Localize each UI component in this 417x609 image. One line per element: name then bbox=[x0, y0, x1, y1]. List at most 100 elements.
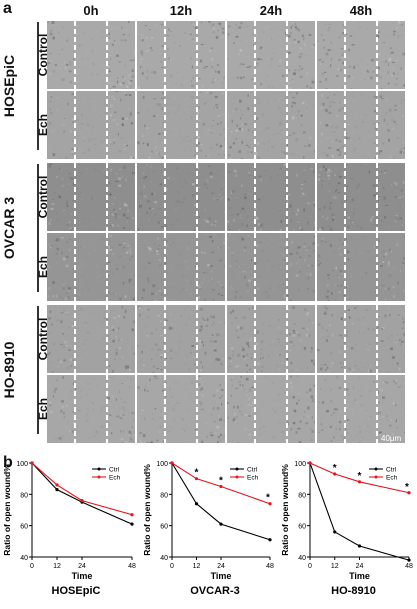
micro-image-hosepic-control-t3 bbox=[317, 21, 405, 89]
micro-image-ho8910-ech-t1 bbox=[137, 375, 225, 443]
x-tick-label: 0 bbox=[308, 563, 312, 570]
y-tick-label: 100 bbox=[156, 461, 168, 468]
series-line-ctrl bbox=[309, 462, 410, 561]
data-point-ctrl bbox=[268, 538, 272, 542]
micro-image-ho8910-control-t2 bbox=[227, 305, 315, 373]
chart-title: HOSEpiC bbox=[52, 585, 101, 597]
data-point-ech bbox=[333, 472, 337, 476]
micro-image-hosepic-ech-t2 bbox=[227, 91, 315, 159]
data-point-ech bbox=[30, 461, 34, 465]
data-point-ech bbox=[357, 480, 362, 484]
x-tick-label: 24 bbox=[217, 563, 225, 570]
series-line-ctrl bbox=[171, 462, 271, 541]
scale-bar bbox=[381, 446, 403, 448]
y-tick-label: 80 bbox=[20, 492, 28, 499]
y-tick-label: 40 bbox=[20, 555, 28, 562]
x-tick-label: 48 bbox=[266, 563, 274, 570]
legend-marker-ctrl bbox=[235, 467, 239, 471]
time-header-2: 24h bbox=[259, 3, 283, 18]
chart-hosepic: Ratio of open wound% 40 60 80 100 0 12 24 48 Time… bbox=[2, 461, 136, 597]
scale-bar-label: 40μm bbox=[381, 434, 402, 443]
y-tick-label: 80 bbox=[298, 492, 306, 499]
time-header-3: 48h bbox=[349, 3, 373, 18]
chart-ovcar3: Ratio of open wound% 40 60 80 100 0 12 24 48 Time… bbox=[142, 461, 274, 597]
significance-star: * bbox=[333, 463, 337, 474]
series-line-ech bbox=[171, 462, 271, 505]
micro-image-hosepic-ech-t0 bbox=[47, 91, 135, 159]
series-line-ctrl bbox=[31, 462, 133, 525]
y-tick-label: 80 bbox=[160, 492, 168, 499]
panel-a-letter: a bbox=[3, 0, 12, 17]
data-point-ctrl bbox=[407, 558, 411, 562]
micro-image-ho8910-control-t1 bbox=[137, 305, 225, 373]
micro-image-ho8910-ech-t2 bbox=[227, 375, 315, 443]
micro-image-hosepic-control-t2 bbox=[227, 21, 315, 89]
y-tick-label: 40 bbox=[160, 555, 168, 562]
y-axis-label: Ratio of open wound% bbox=[142, 464, 152, 556]
y-axis-label: Ratio of open wound% bbox=[280, 464, 290, 556]
chart-title: OVCAR-3 bbox=[190, 585, 240, 597]
series-line-ech bbox=[31, 462, 133, 516]
legend-marker-ctrl bbox=[374, 467, 378, 471]
data-point-ctrl bbox=[333, 530, 337, 534]
data-point-ctrl bbox=[219, 522, 223, 526]
micro-image-ho8910-ech-t0 bbox=[47, 375, 135, 443]
x-tick-label: 12 bbox=[193, 563, 201, 570]
chart-title: HO-8910 bbox=[331, 585, 376, 597]
y-tick-label: 60 bbox=[160, 524, 168, 531]
data-point-ech bbox=[130, 513, 134, 517]
y-tick-label: 100 bbox=[294, 461, 306, 468]
data-point-ech bbox=[55, 483, 59, 487]
y-tick-label: 40 bbox=[298, 555, 306, 562]
significance-star: * bbox=[195, 468, 199, 479]
y-axis-label: Ratio of open wound% bbox=[2, 464, 12, 556]
data-point-ctrl bbox=[130, 522, 134, 526]
x-tick-label: 0 bbox=[30, 563, 34, 570]
micro-image-ho8910-ech-t3 bbox=[317, 375, 405, 443]
data-point-ech bbox=[268, 502, 272, 506]
time-header-0: 0h bbox=[83, 3, 99, 18]
legend-label-ctrl: Ctrl bbox=[386, 467, 397, 474]
micro-image-ovcar3-control-t0 bbox=[47, 163, 135, 231]
micro-image-ovcar3-ech-t3 bbox=[317, 233, 405, 301]
data-point-ech bbox=[170, 461, 174, 465]
micro-image-hosepic-ech-t3 bbox=[317, 91, 405, 159]
x-tick-label: 24 bbox=[78, 563, 86, 570]
legend-marker-ech bbox=[235, 475, 239, 479]
x-tick-label: 0 bbox=[170, 563, 174, 570]
y-tick-label: 60 bbox=[20, 524, 28, 531]
data-point-ctrl bbox=[357, 544, 362, 548]
data-point-ech bbox=[407, 491, 411, 495]
legend-marker-ech bbox=[97, 475, 101, 479]
legend-label-ech: Ech bbox=[386, 475, 398, 482]
x-tick-label: 48 bbox=[128, 563, 136, 570]
legend-label-ctrl: Ctrl bbox=[109, 467, 120, 474]
chart-ho8910: Ratio of open wound% 40 60 80 100 0 12 24 48 Time… bbox=[280, 461, 413, 597]
data-point-ech bbox=[194, 477, 199, 481]
micro-image-ovcar3-control-t1 bbox=[137, 163, 225, 231]
cell-line-label-ho8910: HO-8910 bbox=[1, 341, 17, 399]
group-bracket-ho8910 bbox=[37, 306, 39, 434]
legend-marker-ctrl bbox=[97, 467, 101, 471]
x-tick-label: 48 bbox=[405, 563, 413, 570]
x-axis-label: Time bbox=[211, 571, 232, 581]
micro-image-ovcar3-control-t2 bbox=[227, 163, 315, 231]
y-tick-label: 100 bbox=[16, 461, 28, 468]
x-tick-label: 24 bbox=[356, 563, 364, 570]
micro-image-ovcar3-ech-t1 bbox=[137, 233, 225, 301]
x-tick-label: 12 bbox=[331, 563, 339, 570]
time-header-1: 12h bbox=[169, 3, 193, 18]
legend-label-ctrl: Ctrl bbox=[247, 467, 258, 474]
data-point-ech bbox=[219, 484, 223, 489]
micro-image-ho8910-control-t3 bbox=[317, 305, 405, 373]
cell-line-label-ovcar3: OVCAR 3 bbox=[1, 196, 17, 260]
y-tick-label: 60 bbox=[298, 524, 306, 531]
micro-image-hosepic-control-t1 bbox=[137, 21, 225, 89]
micro-image-ho8910-control-t0 bbox=[47, 305, 135, 373]
micro-image-ovcar3-ech-t0 bbox=[47, 233, 135, 301]
cell-line-label-hosepic: HOSEpiC bbox=[1, 54, 17, 118]
x-axis-label: Time bbox=[349, 571, 370, 581]
micro-image-hosepic-control-t0 bbox=[47, 21, 135, 89]
series-line-ech bbox=[309, 462, 410, 494]
panel-b-letter: b bbox=[3, 454, 13, 471]
